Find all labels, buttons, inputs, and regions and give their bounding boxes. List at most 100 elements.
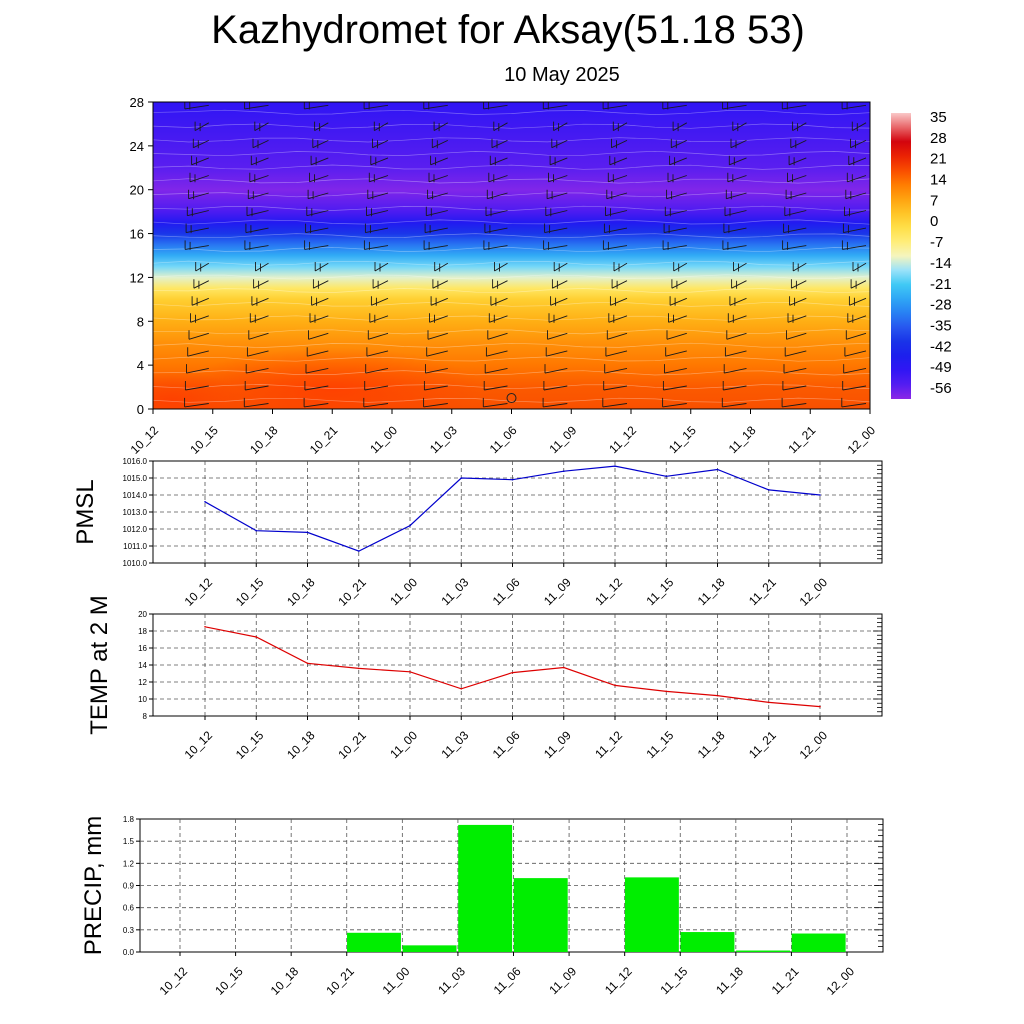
heatmap-x-tick-label: 11_18 bbox=[726, 423, 759, 456]
heatmap-contour bbox=[153, 123, 870, 129]
heatmap-y-tick-label: 16 bbox=[130, 227, 144, 242]
wind-barb bbox=[194, 121, 210, 132]
precip-x-tick-label: 11_18 bbox=[713, 964, 746, 997]
wind-barb bbox=[543, 240, 568, 250]
heatmap-x-tick-label: 10_18 bbox=[247, 423, 281, 457]
wind-barb bbox=[493, 121, 508, 132]
wind-barbs bbox=[153, 102, 867, 408]
wind-barb bbox=[374, 262, 389, 272]
wind-barb bbox=[310, 155, 329, 166]
heatmap-contour bbox=[153, 370, 870, 376]
heatmap-contour bbox=[153, 178, 870, 184]
wind-barb bbox=[787, 313, 807, 323]
wind-barb bbox=[184, 240, 209, 250]
temp-2m-point bbox=[665, 690, 668, 693]
wind-barb bbox=[608, 313, 628, 323]
temp-2m-x-tick-label: 11_06 bbox=[490, 728, 523, 761]
wind-barb bbox=[724, 347, 747, 357]
wind-barb bbox=[308, 330, 329, 340]
wind-barb bbox=[603, 223, 628, 234]
wind-barb bbox=[249, 313, 269, 323]
pmsl-x-tick-label: 10_12 bbox=[182, 575, 216, 609]
wind-barb bbox=[367, 189, 389, 200]
wind-barb bbox=[612, 121, 628, 132]
wind-barb bbox=[193, 279, 210, 289]
pmsl-point bbox=[306, 531, 309, 534]
temp-2m-x-tick-label: 11_00 bbox=[387, 728, 420, 761]
wind-barb bbox=[314, 121, 329, 132]
heatmap-contour bbox=[153, 397, 870, 403]
wind-barb bbox=[602, 240, 628, 250]
wind-barb bbox=[192, 138, 209, 149]
wind-barb bbox=[544, 364, 568, 374]
precip-x-tick-label: 12_00 bbox=[824, 964, 858, 998]
heatmap-contour bbox=[153, 192, 870, 198]
wind-barb bbox=[153, 386, 154, 387]
temp-2m-x-tick-label: 11_09 bbox=[541, 728, 574, 761]
pmsl-point bbox=[716, 468, 719, 471]
wind-barb bbox=[187, 347, 209, 357]
calm-wind-marker bbox=[506, 393, 517, 404]
pmsl-point bbox=[255, 529, 258, 532]
precip-x-tick-label: 11_12 bbox=[602, 964, 635, 997]
precip-bar bbox=[402, 945, 457, 952]
wind-barb bbox=[311, 296, 329, 306]
wind-barb bbox=[434, 262, 449, 272]
wind-barb bbox=[191, 155, 209, 166]
wind-barb bbox=[663, 223, 687, 234]
wind-barb bbox=[251, 296, 269, 306]
wind-barb bbox=[604, 364, 628, 374]
wind-barb bbox=[304, 240, 329, 250]
wind-barb bbox=[189, 172, 209, 183]
precip-x-tick-label: 10_15 bbox=[212, 964, 246, 998]
wind-barb bbox=[153, 333, 154, 334]
precip-y-tick-label: 1.5 bbox=[123, 837, 135, 846]
wind-barb bbox=[372, 138, 389, 149]
heatmap-contour bbox=[153, 109, 870, 115]
temp-2m-y-tick-label: 14 bbox=[138, 661, 147, 670]
heatmap-x-tick-label: 11_03 bbox=[427, 423, 460, 456]
colorbar-label: -49 bbox=[930, 359, 952, 376]
precip-x-tick-label: 11_03 bbox=[435, 964, 468, 997]
wind-barb bbox=[551, 279, 568, 289]
wind-barb bbox=[842, 223, 867, 234]
precip-y-tick-label: 1.2 bbox=[123, 859, 135, 868]
heatmap-warm-core bbox=[153, 370, 241, 409]
wind-barb bbox=[670, 138, 687, 149]
wind-barb bbox=[844, 206, 867, 217]
heatmap-y-tick-label: 8 bbox=[137, 314, 144, 329]
temp-2m-x-tick-label: 11_18 bbox=[695, 728, 728, 761]
wind-barb bbox=[426, 347, 448, 357]
wind-barb bbox=[611, 279, 628, 289]
wind-barb bbox=[485, 347, 508, 357]
wind-barb bbox=[729, 296, 747, 306]
precip-y-tick-label: 0.9 bbox=[123, 882, 135, 891]
wind-barb bbox=[427, 189, 448, 200]
wind-barb bbox=[733, 262, 747, 272]
wind-barb bbox=[244, 102, 269, 110]
wind-barb bbox=[732, 121, 747, 132]
temp-2m-y-tick-label: 18 bbox=[138, 627, 147, 636]
pmsl-point bbox=[357, 550, 360, 552]
wind-barb bbox=[153, 350, 154, 352]
wind-barb bbox=[306, 206, 329, 217]
temp-2m-y-tick-label: 8 bbox=[143, 712, 148, 721]
precip-y-label: PRECIP, mm bbox=[80, 816, 107, 956]
wind-barb bbox=[425, 206, 448, 217]
wind-barb bbox=[370, 296, 389, 306]
wind-barb bbox=[728, 155, 747, 166]
precip-bar bbox=[458, 824, 513, 952]
heatmap-contour bbox=[153, 233, 870, 239]
wind-barb bbox=[665, 347, 687, 357]
wind-barb bbox=[842, 381, 867, 391]
wind-barb bbox=[845, 330, 867, 340]
precip-bar bbox=[680, 932, 735, 952]
wind-barb bbox=[191, 296, 209, 306]
heatmap-contour bbox=[153, 329, 870, 335]
pmsl-x-tick-label: 10_15 bbox=[233, 575, 267, 609]
wind-barb bbox=[727, 172, 747, 183]
wind-barb bbox=[669, 296, 687, 306]
wind-barb bbox=[429, 313, 448, 323]
pmsl-point bbox=[819, 494, 821, 496]
temp-2m-point bbox=[716, 694, 719, 697]
